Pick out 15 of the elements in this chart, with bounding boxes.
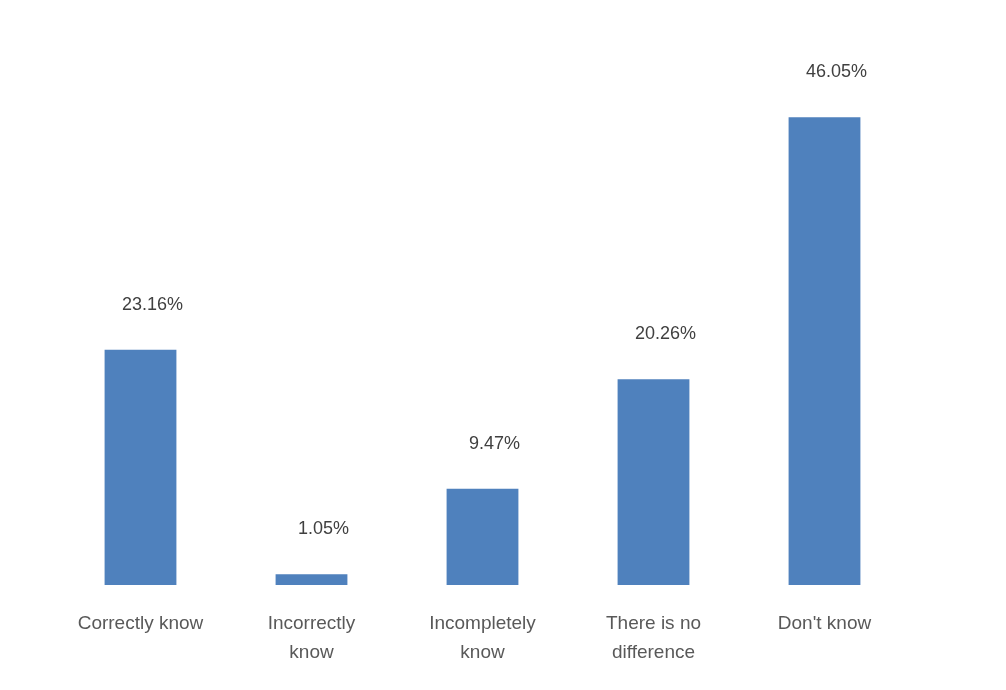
data-label: 1.05%: [297, 518, 350, 539]
data-label: 20.26%: [634, 323, 697, 344]
x-tick-label: Incorrectly know: [267, 611, 356, 662]
bar: [617, 379, 690, 585]
data-label: 9.47%: [468, 432, 521, 453]
bar: [446, 488, 519, 585]
x-tick-label: Incompletely know: [429, 611, 537, 662]
bar: [275, 574, 348, 585]
x-tick-label: Correctly know: [77, 611, 204, 633]
x-tick-label: Don't know: [777, 611, 872, 633]
data-label: 23.16%: [121, 293, 184, 314]
bar: [788, 117, 861, 585]
bar: [104, 349, 177, 585]
data-label: 46.05%: [805, 61, 868, 82]
x-tick-label: There is no difference: [605, 611, 702, 662]
